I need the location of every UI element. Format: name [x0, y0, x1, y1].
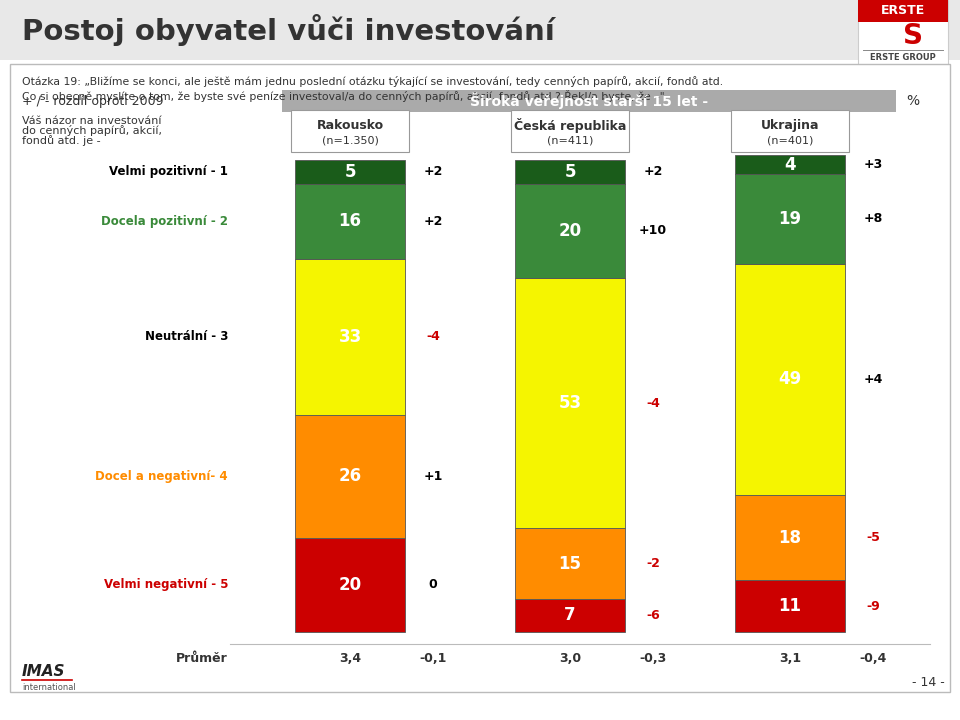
Text: Neutrální - 3: Neutrální - 3	[145, 330, 228, 343]
Text: 20: 20	[559, 222, 582, 240]
Text: -0,1: -0,1	[420, 652, 446, 665]
Text: 4: 4	[784, 156, 796, 174]
Text: +10: +10	[639, 225, 667, 238]
Text: +3: +3	[863, 158, 882, 171]
Text: - 14 -: - 14 -	[912, 675, 945, 688]
FancyBboxPatch shape	[0, 0, 960, 60]
Bar	[515, 599, 625, 632]
Text: ERSTE GROUP: ERSTE GROUP	[870, 53, 936, 63]
Bar	[295, 538, 405, 632]
Text: 15: 15	[559, 554, 582, 572]
Text: Široká veřejnost starší 15 let -: Široká veřejnost starší 15 let -	[470, 93, 708, 109]
Bar	[735, 174, 845, 264]
Text: 5: 5	[345, 163, 356, 181]
Bar	[735, 580, 845, 632]
Text: -4: -4	[426, 330, 440, 343]
Bar	[515, 528, 625, 599]
Text: %: %	[906, 94, 919, 108]
Bar	[295, 415, 405, 538]
Text: IMAS: IMAS	[22, 665, 65, 680]
Text: +8: +8	[863, 212, 882, 225]
Bar	[295, 184, 405, 259]
Text: -4: -4	[646, 397, 660, 410]
Text: Postoj obyvatel vůči investování: Postoj obyvatel vůči investování	[22, 14, 555, 46]
Text: Velmi negativní - 5: Velmi negativní - 5	[104, 578, 228, 591]
Text: Rakousko: Rakousko	[317, 119, 384, 132]
Text: Velmi pozitivní - 1: Velmi pozitivní - 1	[109, 166, 228, 179]
Bar	[735, 264, 845, 495]
Text: do cenných papírů, akcií,: do cenných papírů, akcií,	[22, 125, 162, 137]
Text: 26: 26	[339, 467, 362, 485]
FancyBboxPatch shape	[731, 110, 849, 152]
Text: 11: 11	[779, 597, 802, 615]
Text: 33: 33	[338, 328, 362, 346]
Text: Docela pozitivní - 2: Docela pozitivní - 2	[101, 215, 228, 228]
FancyBboxPatch shape	[291, 110, 409, 152]
Text: 7: 7	[564, 606, 576, 624]
Text: +2: +2	[423, 215, 443, 228]
Bar	[295, 160, 405, 184]
Text: 18: 18	[779, 528, 802, 546]
Text: (n=401): (n=401)	[767, 135, 813, 145]
Text: 16: 16	[339, 212, 362, 230]
FancyBboxPatch shape	[858, 0, 948, 22]
Text: (n=1.350): (n=1.350)	[322, 135, 378, 145]
Text: -9: -9	[866, 600, 880, 613]
Bar	[295, 259, 405, 415]
Text: 3,1: 3,1	[779, 652, 801, 665]
Bar	[735, 495, 845, 580]
Text: fondů atd. je -: fondů atd. je -	[22, 135, 101, 146]
Text: 49: 49	[779, 371, 802, 389]
FancyBboxPatch shape	[282, 90, 896, 112]
Text: Co si obecně myslíte o tom, že byste své peníze investoval/a do cenných papírů, : Co si obecně myslíte o tom, že byste své…	[22, 90, 664, 102]
Text: Docel a negativní- 4: Docel a negativní- 4	[95, 469, 228, 482]
Text: +1: +1	[423, 469, 443, 482]
Text: 0: 0	[428, 578, 438, 591]
Text: Česká republika: Česká republika	[514, 118, 626, 132]
Text: 5: 5	[564, 163, 576, 181]
FancyBboxPatch shape	[10, 64, 950, 692]
Text: S: S	[903, 22, 923, 50]
Text: -2: -2	[646, 557, 660, 570]
Text: Průměr: Průměr	[177, 652, 228, 665]
FancyBboxPatch shape	[511, 110, 629, 152]
Text: 19: 19	[779, 210, 802, 228]
FancyBboxPatch shape	[858, 0, 948, 72]
Text: -0,3: -0,3	[639, 652, 666, 665]
Text: (n=411): (n=411)	[547, 135, 593, 145]
Text: +2: +2	[643, 166, 662, 179]
Text: -6: -6	[646, 609, 660, 622]
Text: -0,4: -0,4	[859, 652, 887, 665]
Bar	[515, 160, 625, 184]
Text: 20: 20	[339, 576, 362, 594]
Text: + / - rozdíl oproti 2009: + / - rozdíl oproti 2009	[22, 94, 163, 107]
Text: 3,0: 3,0	[559, 652, 581, 665]
Text: +2: +2	[423, 166, 443, 179]
Bar	[735, 156, 845, 174]
Text: Váš názor na investování: Váš názor na investování	[22, 117, 161, 127]
Bar	[515, 278, 625, 528]
Text: international: international	[22, 683, 76, 691]
Text: ERSTE: ERSTE	[881, 4, 925, 17]
Bar	[515, 184, 625, 278]
Text: 3,4: 3,4	[339, 652, 361, 665]
Text: +4: +4	[863, 373, 882, 386]
Text: Otázka 19: „Bližíme se konci, ale ještě mám jednu poslední otázku týkající se in: Otázka 19: „Bližíme se konci, ale ještě …	[22, 76, 723, 87]
Text: -5: -5	[866, 531, 880, 544]
Text: 53: 53	[559, 394, 582, 412]
Text: Ukrajina: Ukrajina	[760, 119, 819, 132]
